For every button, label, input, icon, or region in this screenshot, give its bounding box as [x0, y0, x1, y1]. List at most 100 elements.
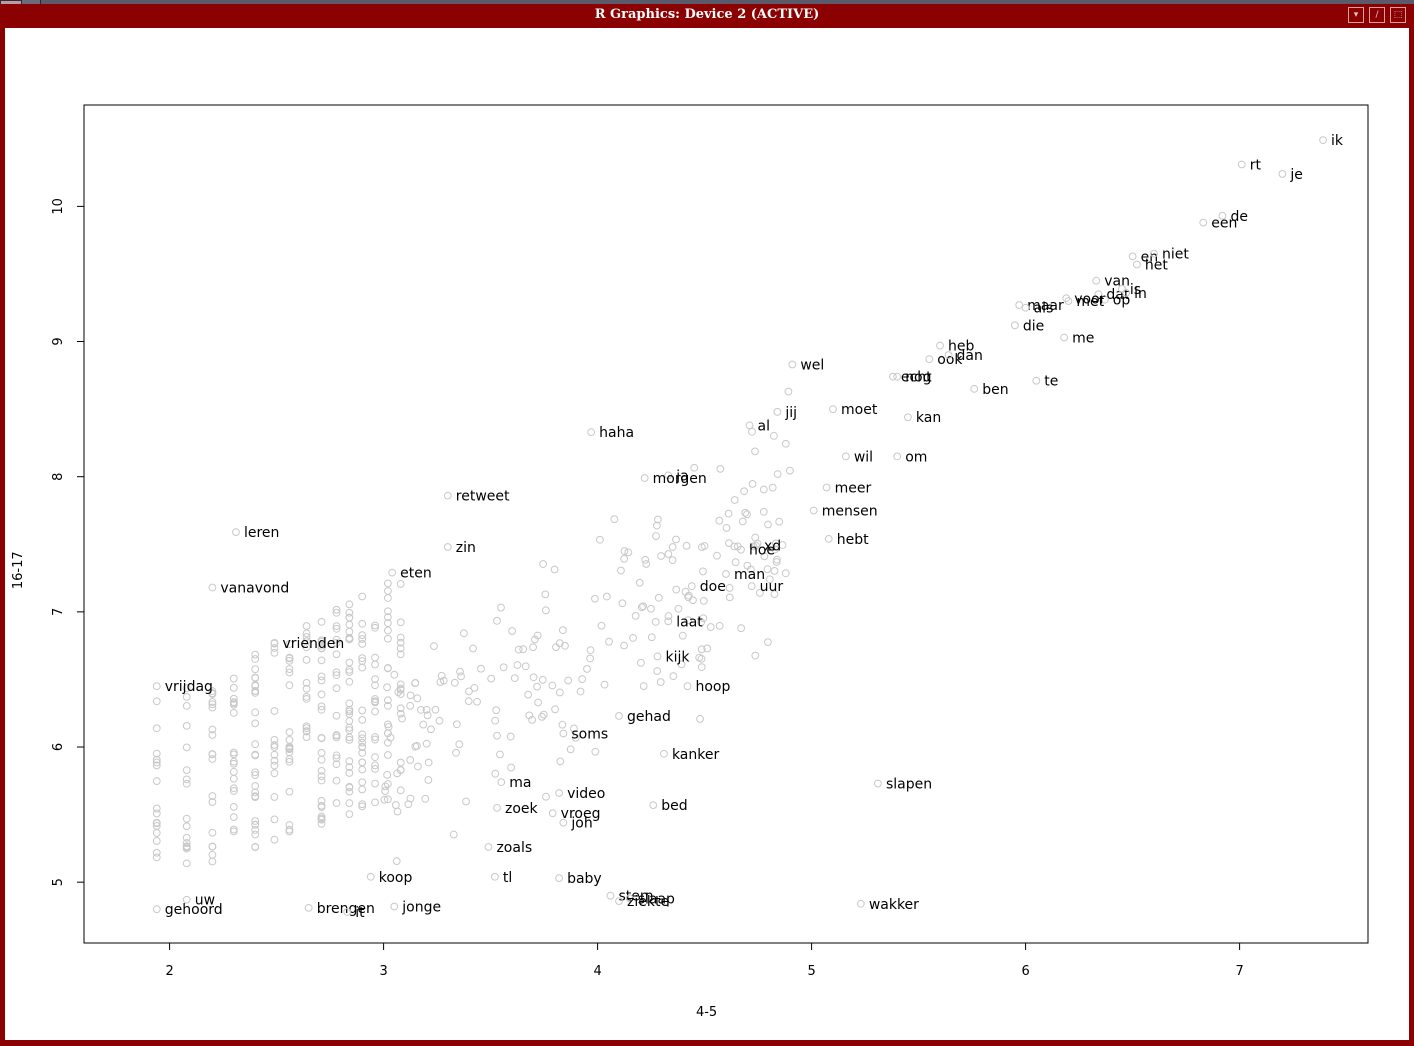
scatter-point: [332, 668, 341, 677]
point-label: het: [1145, 257, 1168, 273]
y-axis-label: 16-17: [11, 551, 26, 589]
maximize-button[interactable]: /: [1369, 7, 1385, 23]
scatter-point: [366, 872, 375, 881]
scatter-point: [332, 776, 341, 785]
scatter-point: [317, 772, 326, 781]
y-tick-label: 7: [51, 608, 66, 616]
scatter-point: [152, 905, 161, 914]
scatter-point: [586, 646, 595, 655]
scatter-point: [600, 680, 609, 689]
point-label: jij: [784, 405, 797, 421]
scatter-point: [182, 721, 191, 730]
scatter-point: [936, 341, 944, 350]
scatter-point: [624, 548, 633, 557]
scatter-point: [419, 720, 428, 729]
plot-frame: [83, 104, 1369, 944]
scatter-point: [455, 740, 464, 749]
point-label: tl: [503, 870, 512, 886]
close-button[interactable]: ⬚: [1390, 7, 1406, 23]
scatter-point: [317, 702, 326, 711]
scatter-point: [317, 636, 326, 645]
scatter-point: [345, 608, 354, 617]
scatter-point: [383, 594, 392, 602]
scatter-point: [690, 463, 699, 472]
point-label: echt: [901, 370, 932, 386]
scatter-point: [1094, 290, 1103, 299]
scatter-point: [285, 728, 294, 737]
scatter-point: [285, 787, 294, 796]
scatter-point: [302, 678, 311, 687]
scatter-point: [464, 697, 473, 706]
minimize-button[interactable]: ▾: [1348, 7, 1364, 23]
scatter-point: [251, 817, 260, 825]
scatter-point: [542, 792, 550, 801]
scatter-point: [737, 624, 746, 633]
scatter-point: [1100, 295, 1109, 304]
scatter-point: [722, 524, 731, 532]
y-tick-label: 6: [51, 743, 66, 751]
scatter-point: [302, 727, 311, 735]
scatter-point: [345, 723, 354, 732]
scatter-point: [383, 634, 392, 643]
scatter-point: [745, 421, 754, 430]
scatter-point: [317, 690, 326, 699]
scatter-point: [741, 508, 750, 517]
scatter-point: [270, 815, 279, 824]
scatter-point: [640, 474, 649, 482]
scatter-point: [317, 776, 326, 785]
scatter-point: [725, 584, 734, 592]
scatter-point: [251, 843, 260, 852]
scatter-point: [302, 694, 311, 703]
scatter-point: [208, 792, 217, 800]
scatter-point: [748, 479, 757, 488]
scatter-point: [332, 731, 341, 739]
scatter-point: [538, 712, 546, 721]
scatter-point: [371, 697, 379, 706]
scatter-point: [390, 902, 399, 911]
scatter-point: [358, 654, 367, 663]
scatter-point: [317, 617, 326, 626]
scatter-point: [473, 697, 481, 706]
scatter-point: [384, 722, 393, 731]
scatter-point: [752, 541, 760, 550]
point-label: maar: [1027, 298, 1064, 314]
scatter-point: [251, 830, 260, 839]
scatter-point: [396, 644, 405, 653]
scatter-point: [531, 635, 539, 644]
point-label: op: [1113, 293, 1131, 309]
scatter-point: [383, 795, 392, 804]
point-label: ik: [1331, 133, 1344, 149]
scatter-point: [345, 620, 354, 629]
scatter-point: [1118, 284, 1126, 293]
scatter-point: [229, 784, 238, 793]
scatter-point: [1122, 288, 1131, 297]
scatter-point: [345, 810, 354, 819]
scatter-point: [559, 818, 568, 827]
scatter-point: [651, 617, 660, 626]
scatter-point: [251, 740, 260, 749]
scatter-point: [548, 681, 557, 690]
scatter-point: [570, 724, 578, 733]
point-label: dan: [957, 348, 983, 364]
scatter-point: [497, 778, 506, 787]
scatter-point: [664, 612, 673, 620]
point-label: als: [1034, 301, 1054, 317]
scatter-point: [251, 825, 260, 834]
scatter-point: [435, 716, 444, 725]
scatter-point: [317, 705, 326, 714]
scatter-point: [317, 672, 326, 681]
scatter-point: [371, 764, 379, 773]
scatter-point: [551, 705, 559, 714]
scatter-point: [786, 466, 794, 475]
scatter-point: [406, 756, 415, 764]
scatter-point: [809, 506, 818, 515]
scatter-point: [383, 696, 392, 705]
scatter-point: [653, 667, 662, 675]
scatter-point: [371, 735, 379, 744]
point-label: nog: [905, 370, 931, 386]
window-titlebar[interactable]: R Graphics: Device 2 (ACTIVE): [0, 4, 1414, 26]
scatter-point: [716, 464, 725, 473]
y-tick-label: 9: [51, 337, 66, 345]
scatter-point: [561, 641, 569, 650]
scatter-point: [450, 678, 459, 687]
